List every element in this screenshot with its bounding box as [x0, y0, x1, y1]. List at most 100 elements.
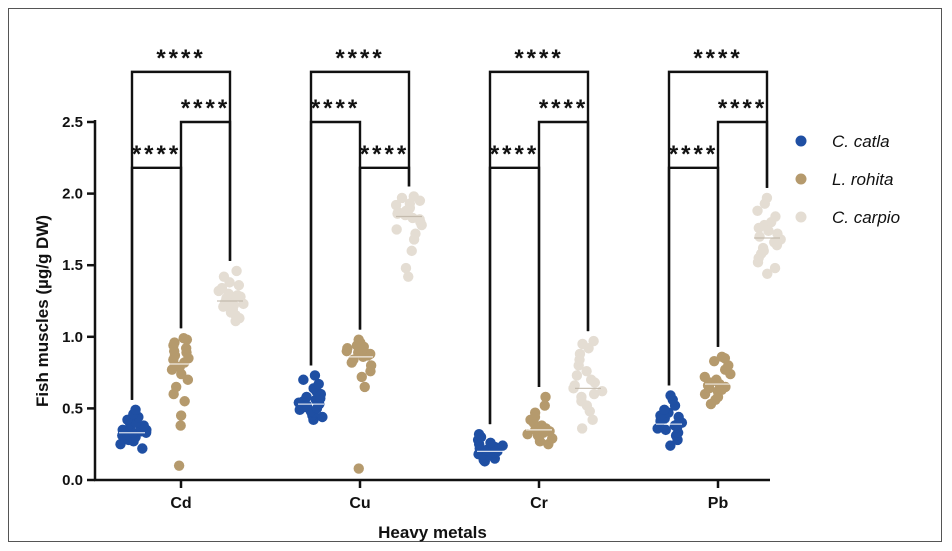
data-point [400, 262, 412, 274]
significance-label: **** [490, 141, 539, 168]
data-point [576, 391, 587, 403]
data-point [761, 192, 773, 204]
x-tick-label: Pb [708, 495, 729, 512]
data-point [660, 424, 671, 436]
y-tick-label: 2.0 [62, 186, 83, 203]
significance-label: **** [335, 45, 384, 72]
significance-label: **** [156, 45, 205, 72]
data-point [365, 360, 377, 371]
data-point [581, 365, 592, 377]
data-point [497, 440, 508, 451]
data-point [536, 420, 547, 431]
data-point [576, 423, 588, 434]
data-point [587, 414, 598, 426]
data-point [390, 199, 402, 211]
significance-label: **** [693, 45, 742, 72]
significance-label: **** [132, 141, 181, 168]
data-point [175, 420, 186, 431]
significance-bracket [130, 70, 232, 400]
data-point [138, 420, 149, 431]
data-point [175, 410, 187, 421]
data-point [396, 192, 408, 204]
data-point [772, 228, 783, 239]
data-point [180, 343, 192, 354]
data-point [708, 355, 720, 367]
data-point [301, 391, 312, 403]
significance-label: **** [181, 95, 230, 122]
data-point [699, 371, 710, 383]
y-tick-label: 2.5 [62, 114, 83, 131]
data-point [673, 411, 684, 423]
data-point [169, 337, 180, 348]
y-tick-label: 1.5 [62, 257, 83, 274]
data-point [317, 411, 328, 423]
significance-bracket [309, 70, 411, 366]
data-point [752, 205, 763, 216]
data-point [170, 381, 182, 393]
data-point [353, 463, 364, 474]
y-axis-title: Fish muscles (µg/g DW) [33, 215, 52, 407]
x-axis-title: Heavy metals [378, 523, 487, 542]
data-point [754, 231, 765, 242]
significance-label: **** [360, 141, 409, 168]
data-point [574, 348, 586, 360]
legend-marker [795, 211, 807, 223]
data-point [137, 443, 148, 454]
data-point [665, 440, 676, 451]
significance-bracket [488, 166, 541, 425]
significance-bracket [488, 70, 590, 425]
legend-marker [795, 173, 807, 185]
significance-bracket [309, 120, 362, 366]
significance-label: **** [718, 95, 767, 122]
legend-marker [795, 135, 807, 147]
data-point [485, 437, 496, 448]
y-tick-label: 1.0 [62, 329, 83, 346]
data-point [588, 335, 599, 347]
data-point [665, 390, 676, 401]
data-point [539, 400, 550, 411]
significance-bracket [358, 166, 411, 330]
data-point [391, 224, 402, 235]
significance-label: **** [669, 141, 718, 168]
data-point [711, 374, 722, 385]
data-points [115, 191, 786, 474]
data-point [231, 265, 242, 277]
significance-bracket [667, 166, 720, 386]
data-point [216, 282, 228, 294]
data-point [232, 290, 243, 301]
data-point [178, 333, 189, 344]
data-point [408, 191, 420, 202]
data-point [353, 334, 364, 345]
significance-bracket [667, 70, 769, 386]
data-point [233, 280, 245, 291]
data-point [522, 428, 533, 440]
data-point [588, 388, 600, 400]
data-point [770, 211, 781, 222]
data-point [769, 262, 781, 274]
data-point [359, 381, 370, 393]
data-point [586, 374, 597, 385]
x-tick-label: Cr [530, 495, 548, 512]
data-point [571, 370, 583, 381]
data-point [596, 386, 608, 397]
data-point [659, 404, 670, 416]
y-tick-label: 0.0 [62, 472, 83, 489]
legend: C. catla L. rohita C. carpio [795, 132, 900, 227]
data-point [757, 242, 769, 254]
significance-brackets: ****************************************… [130, 45, 769, 425]
data-point [529, 407, 541, 418]
significance-label: **** [539, 95, 588, 122]
data-point [762, 268, 773, 279]
data-point [313, 378, 324, 390]
data-point [406, 245, 417, 257]
legend-label: C. catla [832, 132, 890, 151]
x-tick-label: Cu [349, 495, 370, 512]
data-point [179, 396, 190, 407]
data-point [577, 338, 588, 350]
legend-label: L. rohita [832, 170, 893, 189]
data-point [473, 428, 485, 440]
x-tick-label: Cd [170, 495, 191, 512]
data-point [569, 380, 580, 391]
data-point [218, 271, 230, 282]
